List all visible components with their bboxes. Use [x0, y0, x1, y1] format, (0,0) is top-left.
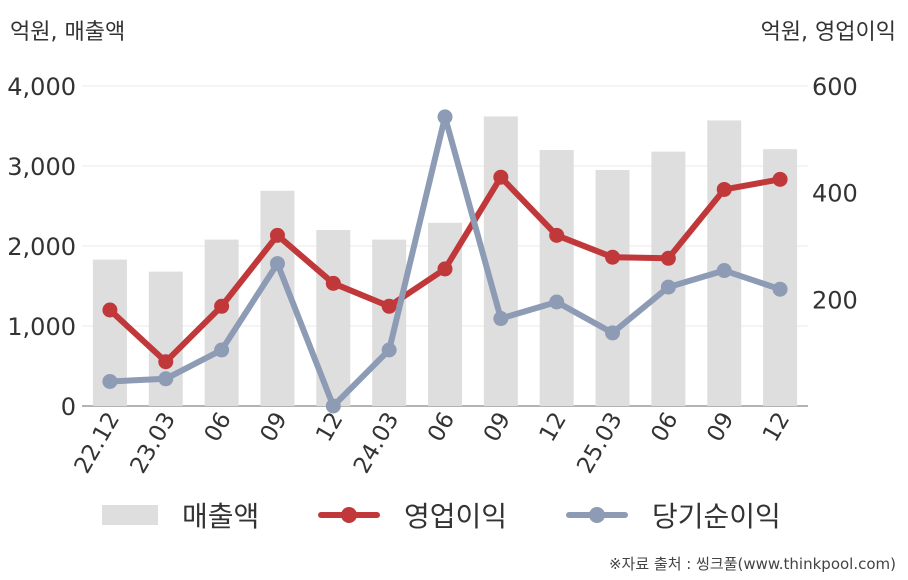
net-income-point	[716, 263, 732, 279]
legend-swatch-revenue	[102, 505, 158, 525]
x-tick-label: 12	[311, 408, 348, 446]
left-tick-label: 3,000	[7, 153, 76, 181]
left-tick-label: 0	[61, 393, 76, 421]
legend-item-revenue: 매출액	[102, 490, 259, 540]
net-income-point	[772, 281, 788, 297]
x-tick-label: 23.03	[126, 408, 181, 478]
legend-label-operating-profit: 영업이익	[404, 500, 508, 533]
net-income-point	[381, 342, 397, 358]
x-tick-label: 09	[479, 408, 516, 446]
net-income-point	[325, 398, 341, 414]
x-tick-label: 25.03	[572, 408, 627, 478]
revenue-bar	[651, 151, 686, 406]
x-tick-label: 09	[256, 408, 293, 446]
legend-swatch-operating-profit	[318, 505, 380, 525]
x-tick-label: 06	[200, 408, 237, 446]
revenue-bar	[372, 239, 407, 406]
x-tick-label: 12	[758, 408, 795, 446]
left-tick-label: 2,000	[7, 233, 76, 261]
revenue-bar	[763, 149, 798, 406]
legend-label-revenue: 매출액	[182, 500, 260, 533]
operating-profit-point	[381, 298, 397, 314]
operating-profit-point	[493, 169, 509, 185]
operating-profit-point	[269, 227, 285, 243]
operating-profit-point	[549, 227, 565, 243]
operating-profit-point	[158, 354, 174, 370]
legend-item-operating-profit: 영업이익	[318, 490, 507, 540]
net-income-point	[549, 294, 565, 310]
x-tick-label: 09	[702, 408, 739, 446]
net-income-point	[214, 342, 230, 358]
revenue-bar	[595, 170, 630, 406]
operating-profit-point	[214, 298, 230, 314]
right-axis-unit: 억원, 영업이익	[760, 20, 896, 45]
x-tick-label: 06	[646, 408, 683, 446]
left-axis-ticks: 0 1,000 2,000 3,000 4,000	[7, 73, 76, 421]
right-tick-label: 600	[812, 73, 858, 101]
operating-profit-point	[660, 250, 676, 266]
operating-profit-point	[102, 302, 118, 318]
x-tick-label: 24.03	[349, 408, 404, 478]
left-tick-label: 4,000	[7, 73, 76, 101]
revenue-bar	[204, 239, 239, 406]
x-tick-label: 06	[423, 408, 460, 446]
net-income-point	[605, 325, 621, 341]
net-income-point	[102, 373, 118, 389]
right-tick-label: 200	[812, 286, 858, 314]
right-axis-ticks: 200 400 600	[812, 73, 858, 314]
legend-item-net-income: 당기순이익	[566, 490, 781, 540]
combo-chart: 0 1,000 2,000 3,000 4,000 200 400 600 22.12 23.…	[7, 73, 858, 478]
operating-profit-point	[605, 249, 621, 265]
revenue-bar	[483, 116, 518, 407]
operating-profit-point	[716, 181, 732, 197]
net-income-point	[269, 256, 285, 272]
legend-label-net-income: 당기순이익	[652, 500, 781, 533]
net-income-point	[493, 311, 509, 327]
net-income-point	[660, 279, 676, 295]
legend: 매출액 영업이익 당기순이익	[0, 490, 908, 540]
right-tick-label: 400	[812, 180, 858, 208]
operating-profit-point	[437, 261, 453, 277]
x-axis-ticks: 22.12 23.03 06 09 12 24.03 06 09 12 25.03 06 09 12	[70, 408, 796, 478]
left-axis-unit: 억원, 매출액	[10, 20, 126, 45]
legend-swatch-net-income	[566, 505, 628, 525]
operating-profit-point	[325, 275, 341, 291]
net-income-point	[158, 371, 174, 387]
left-tick-label: 1,000	[7, 313, 76, 341]
x-tick-label: 22.12	[70, 408, 125, 478]
profit-lines	[102, 109, 788, 414]
revenue-bar	[539, 150, 574, 406]
net-income-point	[437, 109, 453, 125]
x-tick-label: 12	[535, 408, 572, 446]
operating-profit-point	[772, 171, 788, 187]
source-note: ※자료 출처 : 씽크풀(www.thinkpool.com)	[608, 555, 896, 573]
